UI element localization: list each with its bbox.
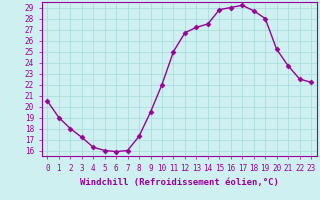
X-axis label: Windchill (Refroidissement éolien,°C): Windchill (Refroidissement éolien,°C)	[80, 178, 279, 187]
